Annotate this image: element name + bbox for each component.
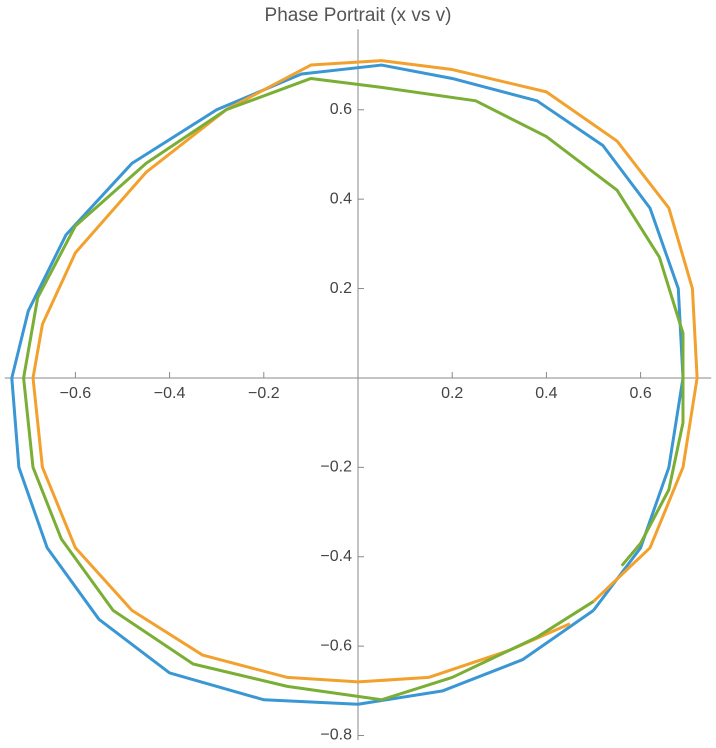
x-tick-label: −0.4 — [154, 385, 186, 402]
y-tick-label: 0.4 — [330, 190, 352, 207]
y-tick-label: −0.4 — [320, 548, 352, 565]
x-tick-label: −0.2 — [248, 385, 280, 402]
series-line — [22, 76, 685, 702]
y-tick-label: −0.8 — [320, 727, 352, 744]
y-tick-label: −0.6 — [320, 637, 352, 654]
y-tick-label: −0.2 — [320, 459, 352, 476]
x-tick-label: 0.4 — [535, 385, 557, 402]
y-tick-label: 0.6 — [330, 101, 352, 118]
series-line — [31, 59, 699, 684]
chart-title: Phase Portrait (x vs v) — [265, 5, 452, 26]
x-tick-label: −0.6 — [60, 385, 92, 402]
y-tick-label: 0.2 — [330, 280, 352, 297]
x-tick-label: 0.6 — [629, 385, 651, 402]
series-line — [10, 63, 685, 706]
x-tick-label: 0.2 — [441, 385, 463, 402]
